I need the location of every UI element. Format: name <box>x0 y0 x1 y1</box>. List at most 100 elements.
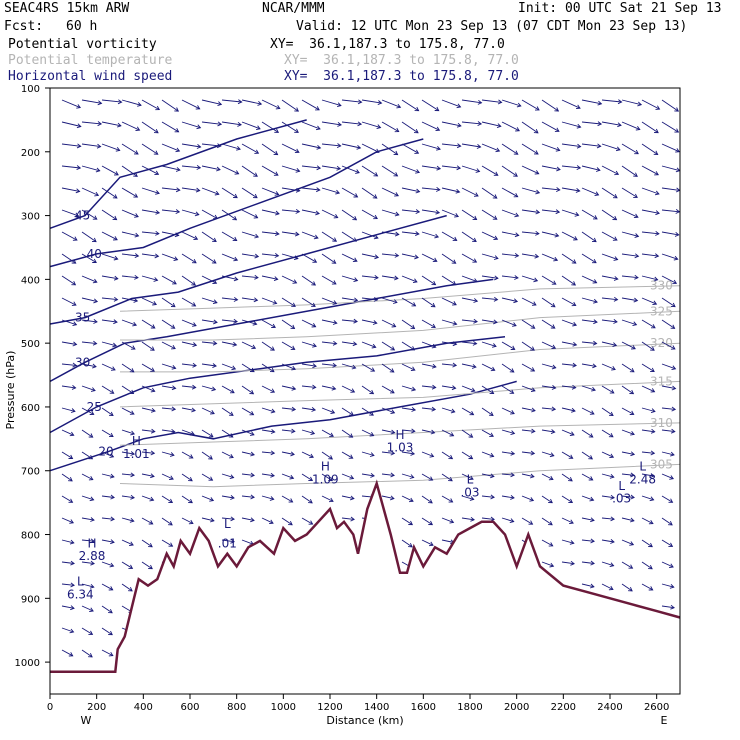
wind-vector-head <box>609 453 615 459</box>
wind-vector-head <box>630 451 636 457</box>
wind-vector-head <box>408 520 414 526</box>
y-tick-label: 900 <box>21 594 40 605</box>
wind-vector-head <box>490 473 495 479</box>
wind-vector <box>161 319 175 329</box>
wind-vector-head <box>155 105 161 111</box>
wind-vector <box>221 231 237 241</box>
wind-vector <box>221 187 238 198</box>
pv-extremum-label: 2.88 <box>79 549 106 563</box>
wind-vector <box>301 451 314 458</box>
wind-vector <box>541 253 558 261</box>
wind-vector <box>521 517 533 525</box>
wind-vector-head <box>628 564 634 569</box>
wind-vector <box>321 451 333 460</box>
wind-vector <box>241 275 259 279</box>
wind-vector-head <box>71 281 77 286</box>
wind-vector-head <box>450 408 456 414</box>
wind-vector <box>161 517 173 526</box>
wind-vector <box>101 231 118 241</box>
wind-vector-head <box>113 275 119 281</box>
wind-vector-head <box>313 234 319 240</box>
wind-vector-head <box>554 127 560 132</box>
wind-vector <box>541 297 556 308</box>
wind-vector-head <box>629 517 635 523</box>
wind-vector <box>661 297 676 307</box>
wind-vector-head <box>597 100 603 106</box>
wind-vector-head <box>96 143 102 149</box>
wind-vector <box>401 187 420 193</box>
wind-vector-head <box>109 562 115 568</box>
wind-vector <box>381 363 395 373</box>
pv-extremum-label: 1.09 <box>312 472 339 486</box>
wind-vector-head <box>613 276 619 281</box>
x-tick-label: 1800 <box>457 702 482 713</box>
wind-vector <box>121 99 142 106</box>
wind-vector-head <box>408 497 414 503</box>
wind-vector-head <box>592 363 597 369</box>
wind-vector <box>221 143 241 150</box>
wind-vector-head <box>270 450 276 456</box>
wind-vector <box>81 451 93 460</box>
wind-vector-head <box>413 129 419 134</box>
wind-vector-head <box>668 498 674 503</box>
wind-vector-head <box>633 297 639 303</box>
wind-vector <box>261 99 280 109</box>
wind-vector <box>401 495 414 502</box>
wind-vector <box>441 473 453 482</box>
wind-vector <box>321 407 335 414</box>
wind-vector-head <box>648 586 654 591</box>
wind-vector-head <box>230 538 235 544</box>
wind-vector <box>221 363 236 370</box>
wind-vector-head <box>588 455 594 460</box>
wind-vector <box>121 385 134 394</box>
wind-vector <box>601 407 614 416</box>
wind-vector <box>241 165 258 177</box>
wind-vector <box>301 495 313 504</box>
wind-vector-head <box>150 450 156 456</box>
wind-vector-head <box>214 190 220 196</box>
wind-vector <box>61 407 76 412</box>
wind-vector <box>161 341 176 350</box>
wind-vector-head <box>210 410 215 415</box>
wind-vector-head <box>93 298 99 304</box>
wind-vector-head <box>669 583 675 589</box>
wind-vector <box>161 187 180 191</box>
wind-vector-head <box>509 389 515 394</box>
wind-vector-head <box>574 212 580 217</box>
wind-vector <box>481 407 494 416</box>
wind-vector <box>561 407 576 412</box>
wind-vector <box>181 99 200 110</box>
wind-vector <box>481 517 495 520</box>
x-tick-label: 1200 <box>317 702 342 713</box>
wind-vector-head <box>92 278 98 284</box>
wind-vector-head <box>196 144 202 149</box>
wind-vector <box>201 297 218 304</box>
wind-vector-head <box>275 104 281 110</box>
wind-vector <box>381 495 394 500</box>
wind-vector-head <box>234 170 240 175</box>
wind-vector <box>521 187 540 194</box>
wind-vector-head <box>451 259 457 264</box>
wind-vector <box>81 473 94 480</box>
wind-vector <box>141 385 155 392</box>
wind-vector <box>621 275 639 279</box>
wind-vector <box>501 473 515 476</box>
pv-extremum-label: H <box>395 428 404 442</box>
wind-vector <box>521 231 539 235</box>
wind-vector-head <box>195 187 201 193</box>
wind-vector-head <box>609 473 615 479</box>
wind-vector <box>501 495 515 499</box>
wind-vector <box>161 495 173 503</box>
y-axis-label: Pressure (hPa) <box>4 351 17 430</box>
wind-vector <box>61 605 75 609</box>
wind-vector-head <box>572 362 577 368</box>
wind-vector <box>341 517 355 520</box>
wind-vector <box>661 539 673 547</box>
wind-vector-head <box>88 653 93 658</box>
wind-vector <box>361 473 375 477</box>
wind-vector <box>521 275 538 282</box>
wind-vector <box>281 187 300 192</box>
wind-vector <box>441 495 453 503</box>
wind-vector-head <box>390 450 396 456</box>
wind-vector <box>641 539 653 548</box>
